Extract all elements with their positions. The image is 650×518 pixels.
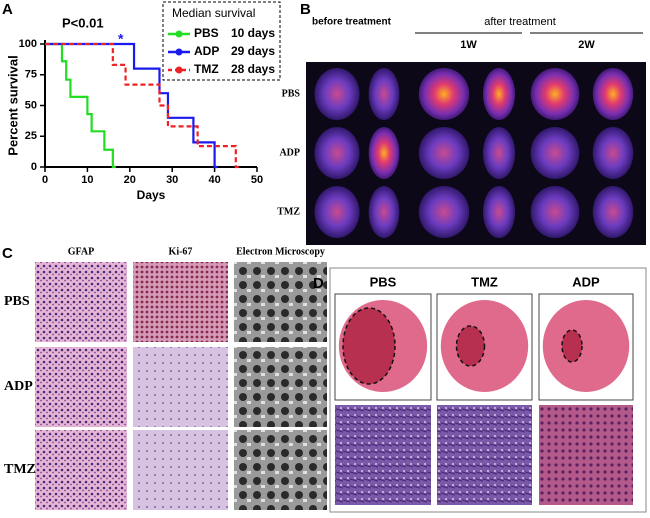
- column-label: ADP: [572, 274, 600, 289]
- panel-label: A: [2, 1, 13, 18]
- p-value: P<0.01: [62, 15, 104, 30]
- row-label: PBS: [4, 294, 30, 309]
- scan-image: [368, 186, 400, 238]
- column-label: 1W: [460, 39, 477, 51]
- row-label: PBS: [282, 88, 301, 99]
- column-label: 2W: [578, 39, 595, 51]
- legend-median: 28 days: [231, 62, 275, 76]
- y-axis-label: Percent survival: [5, 55, 20, 155]
- scan-image: [482, 186, 516, 238]
- scan-image: [418, 68, 470, 120]
- survival-chart: A 0 25 50 75 100 0 10 20 30 40 50 Days Percent surviv…: [2, 1, 281, 202]
- histology-image: [437, 405, 532, 505]
- y-tick-label: 0: [31, 161, 37, 173]
- tumor-outline: [561, 329, 583, 363]
- legend-marker: [175, 66, 183, 74]
- legend-median: 10 days: [231, 26, 275, 40]
- column-label: PBS: [370, 274, 397, 289]
- panel-label: D: [313, 275, 324, 292]
- header: before treatment: [312, 17, 392, 28]
- scan-image: [418, 186, 470, 238]
- x-tick-label: 20: [124, 174, 136, 186]
- row-label: ADP: [279, 147, 300, 158]
- y-tick-label: 75: [25, 69, 37, 81]
- y-tick-label: 25: [25, 130, 37, 142]
- legend-label: ADP: [194, 44, 219, 58]
- x-tick-label: 0: [42, 174, 48, 186]
- scan-image: [530, 127, 580, 179]
- header: after treatment: [484, 16, 556, 28]
- y-tick-label: 100: [19, 38, 37, 50]
- histology-image: [234, 430, 327, 510]
- scan-image: [314, 68, 360, 120]
- scan-image: [530, 68, 580, 120]
- x-tick-label: 50: [251, 174, 263, 186]
- legend-title: Median survival: [172, 6, 255, 20]
- histology-image: [133, 430, 228, 510]
- row-label: ADP: [4, 379, 33, 394]
- scan-image: [482, 127, 516, 179]
- brain-section: [542, 300, 630, 392]
- image-strip: [306, 62, 646, 245]
- column-label: GFAP: [68, 246, 94, 257]
- panel-label: C: [2, 245, 13, 262]
- panel-d: D PBS TMZ ADP: [313, 267, 647, 513]
- scan-image: [592, 186, 634, 238]
- panel-label: B: [300, 1, 311, 18]
- y-tick-label: 50: [25, 99, 37, 111]
- scan-image: [592, 127, 634, 179]
- histology-image: [539, 405, 633, 505]
- histology-image: [35, 347, 127, 427]
- scan-image: [530, 186, 580, 238]
- x-axis-label: Days: [137, 188, 166, 202]
- row-label: TMZ: [277, 206, 300, 217]
- histology-image: [234, 347, 327, 427]
- survival-curve: [45, 42, 116, 169]
- histology-image: [234, 262, 327, 342]
- scan-image: [314, 186, 360, 238]
- tumor-outline: [342, 307, 396, 385]
- scan-image: [592, 68, 634, 120]
- panel-c: C GFAP Ki-67 Electron Microscopy PBS ADP TMZ: [2, 245, 327, 510]
- scan-image: [368, 68, 400, 120]
- legend-label: TMZ: [194, 62, 219, 76]
- legend-box: [162, 1, 281, 81]
- column-label: Ki-67: [169, 246, 193, 257]
- legend-median: 29 days: [231, 44, 275, 58]
- survival-curve: [45, 42, 239, 169]
- column-label: Electron Microscopy: [236, 246, 325, 257]
- column-label: TMZ: [471, 274, 498, 289]
- x-tick-label: 40: [208, 174, 220, 186]
- scan-image: [482, 68, 516, 120]
- row-label: TMZ: [4, 462, 36, 477]
- legend-marker: [175, 48, 183, 56]
- panel-frame: [329, 267, 647, 513]
- legend-label: PBS: [194, 26, 219, 40]
- tumor-outline: [455, 325, 486, 367]
- histology-image: [35, 430, 127, 510]
- significance-star: *: [118, 31, 124, 47]
- scan-image: [368, 127, 400, 179]
- legend-marker: [175, 30, 183, 38]
- scan-image: [418, 127, 470, 179]
- x-tick-label: 30: [166, 174, 178, 186]
- histology-image: [133, 262, 228, 342]
- x-tick-label: 10: [81, 174, 93, 186]
- histology-image: [35, 262, 127, 342]
- scan-image: [314, 127, 360, 179]
- histology-image: [133, 347, 228, 427]
- histology-image: [335, 405, 431, 505]
